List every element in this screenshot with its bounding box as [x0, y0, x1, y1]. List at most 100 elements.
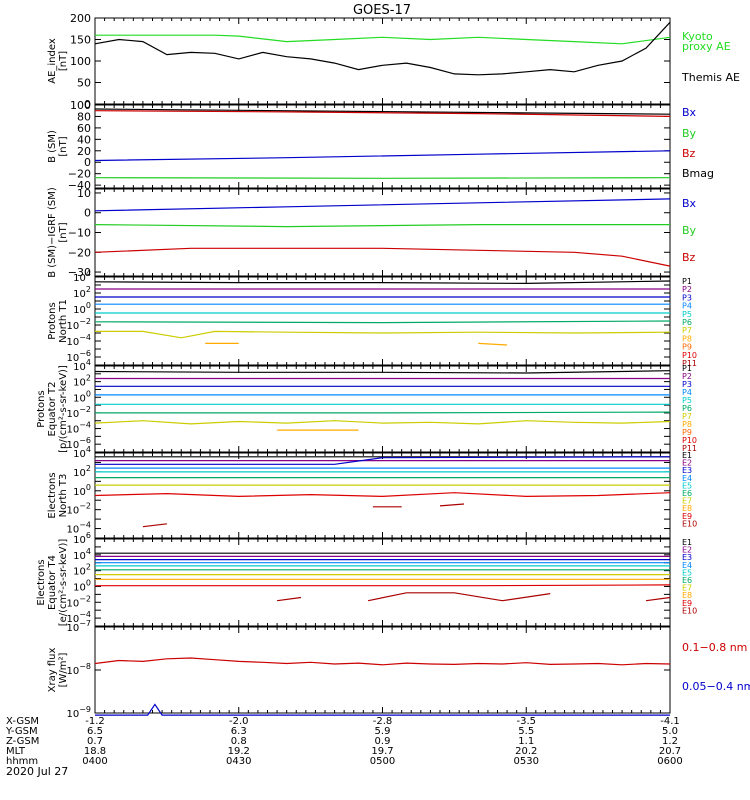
legend-entry: E1	[682, 538, 692, 547]
y-axis-label: [e/(cm²-s-sr-keV)]	[58, 539, 69, 627]
series-line-e10a	[142, 523, 167, 528]
legend-entry: E7	[682, 497, 692, 506]
legend-entry: By	[682, 224, 697, 237]
legend-entry: Bx	[682, 106, 697, 119]
legend-entry: E5	[682, 481, 692, 490]
legend-entry: E10	[682, 606, 697, 615]
y-tick-label: 104	[73, 445, 91, 460]
legend-entry: Bx	[682, 197, 697, 210]
y-tick-label: 0	[84, 207, 91, 220]
ephemeris-value: 6.3	[231, 726, 247, 737]
y-axis-label: B (SM)−IGRF (SM)	[47, 187, 58, 278]
y-axis-label: [W/m²]	[58, 652, 69, 687]
legend-entry: E4	[682, 474, 692, 483]
legend-entry: P3	[682, 380, 692, 389]
y-tick-label: 50	[77, 77, 91, 90]
y-axis-label: North T1	[58, 299, 69, 343]
ephemeris-row-label: Z-GSM	[6, 736, 39, 747]
y-tick-label: 104	[73, 358, 91, 373]
y-tick-label: 150	[70, 34, 91, 47]
y-tick-label: 10−2	[66, 502, 91, 517]
legend-entry: P4	[682, 388, 692, 397]
legend-entry: P9	[682, 343, 692, 352]
y-tick-label: 102	[73, 464, 91, 479]
ephemeris-value: 0600	[657, 756, 682, 767]
y-tick-label: 10−4	[66, 610, 91, 625]
y-tick-label: −10	[68, 227, 91, 240]
panel-frame	[94, 626, 671, 714]
ephemeris-row-label: hhmm	[6, 756, 38, 767]
ephemeris-value: 6.5	[87, 726, 103, 737]
legend-entry: P8	[682, 334, 692, 343]
series-line-e10c	[439, 503, 465, 507]
legend-entry: P2	[682, 372, 692, 381]
y-tick-label: 104	[73, 269, 91, 284]
y-axis-label: North T3	[58, 474, 69, 518]
legend-entry: E2	[682, 459, 692, 468]
y-tick-label: 10−2	[66, 594, 91, 609]
y-axis-label: [p/(cm²-s-sr-keV)]	[58, 365, 69, 453]
y-tick-label: −30	[68, 266, 91, 279]
panel-frame	[94, 17, 671, 105]
series-line-bmag	[94, 108, 671, 115]
legend-entry: P9	[682, 428, 692, 437]
y-tick-label: 60	[77, 122, 91, 135]
ephemeris-value: 20.2	[515, 746, 537, 757]
legend-entry: 0.1−0.8 nm	[682, 641, 747, 654]
y-tick-label: 40	[77, 133, 91, 146]
legend-entry: E2	[682, 546, 692, 555]
legend-entry: P10	[682, 436, 697, 445]
panel-frame	[94, 188, 671, 277]
ephemeris-value: 0530	[514, 756, 539, 767]
legend-entry: By	[682, 127, 697, 140]
legend-entry: P4	[682, 302, 692, 311]
panel-frame	[94, 538, 671, 627]
ephemeris-value: -3.5	[516, 716, 536, 727]
legend-entry: E8	[682, 504, 692, 513]
ephemeris-value: 1.2	[662, 736, 678, 747]
ephemeris-value: -2.0	[229, 716, 249, 727]
y-tick-label: 102	[73, 374, 91, 389]
y-tick-label: 100	[73, 578, 91, 593]
y-axis-label: Equator T4	[47, 555, 58, 610]
series-line-e10a	[277, 596, 302, 602]
legend-entry: E3	[682, 466, 692, 475]
series-line-kyoto-proxy-ae	[95, 34, 671, 45]
y-axis-label: Electrons	[36, 559, 47, 605]
legend-entry: E5	[682, 568, 692, 577]
y-tick-label: −20	[68, 246, 91, 259]
y-tick-label: −20	[68, 168, 91, 181]
legend-entry: P2	[682, 285, 692, 294]
legend-entry: P8	[682, 420, 692, 429]
ephemeris-value: -4.1	[660, 716, 680, 727]
y-axis-label: Electrons	[47, 472, 58, 518]
legend-entry: E6	[682, 489, 692, 498]
y-tick-label: 100	[73, 389, 91, 404]
series-line-p7	[95, 330, 671, 339]
ephemeris-row-label: Y-GSM	[5, 726, 38, 737]
legend-entry: P5	[682, 310, 692, 319]
series-line-0-05-0-4-nm	[95, 703, 670, 716]
legend-entry: 0.05−0.4 nm	[682, 680, 750, 693]
series-line-p8b	[478, 342, 508, 346]
date-label: 2020 Jul 27	[6, 765, 68, 778]
series-line-themis-ae	[94, 21, 671, 76]
legend-entry: P6	[682, 318, 692, 327]
y-tick-label: 20	[77, 145, 91, 158]
y-tick-label: 10−6	[66, 349, 91, 364]
legend-entry: E6	[682, 576, 692, 585]
ephemeris-row-label: X-GSM	[6, 716, 39, 727]
y-tick-label: 0	[84, 156, 91, 169]
panel-frame	[94, 104, 671, 189]
series-line-p1	[94, 280, 671, 285]
ephemeris-row-label: MLT	[6, 746, 26, 757]
y-tick-label: 100	[70, 55, 91, 68]
y-tick-label: 10−6	[66, 436, 91, 451]
y-tick-label: 104	[73, 547, 91, 562]
